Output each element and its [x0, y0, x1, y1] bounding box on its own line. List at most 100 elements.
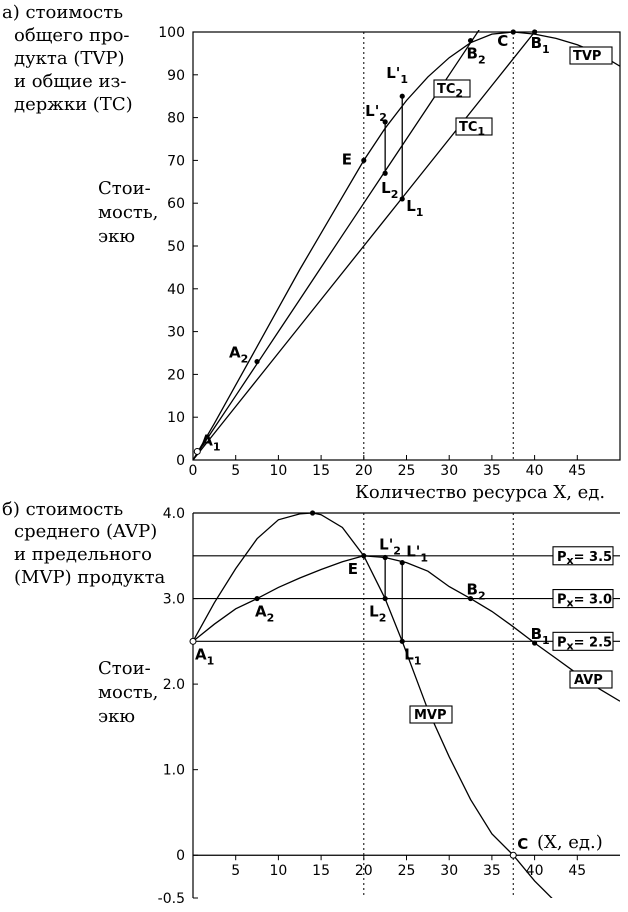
point-b-label-e: E: [348, 560, 358, 578]
price-label-1: Px= 3.5: [557, 550, 612, 567]
panel-b-ylabel-line-1: Стои-: [98, 658, 151, 679]
legend-box-tc1: [455, 117, 493, 136]
point-b-lprime1-marker: [399, 560, 405, 566]
y-tick-label-a: 40: [167, 282, 185, 298]
point-b-label-b1: B1: [531, 625, 550, 647]
legend-box-avp: [569, 670, 613, 689]
point-l1-marker: [399, 196, 405, 202]
point-b-label-c-letter: C: [517, 835, 528, 853]
y-tick-label-a: 30: [167, 325, 185, 341]
panel-a-title-line-2: общего про-: [14, 25, 130, 46]
panel-b-ylabel-line-3: экю: [98, 706, 135, 727]
point-b-label-lprime2-subscript: 2: [393, 544, 401, 557]
point-b-b2-marker: [467, 595, 474, 602]
y-tick-label-a: 60: [167, 196, 185, 212]
panel-a-title-line-3: дукта (TVP): [14, 48, 125, 69]
y-tick-label-b: 4.0: [163, 506, 185, 522]
y-tick-label-a: 10: [167, 410, 185, 426]
point-label-b1-letter: B: [531, 34, 542, 52]
y-tick-label-b: 0: [176, 848, 185, 864]
panel-a-ylabel-line-1: Стои-: [98, 178, 151, 199]
point-label-l2: L2: [381, 179, 398, 201]
point-b-label-l2: L2: [369, 603, 386, 625]
price-label-subscript: x: [567, 639, 574, 652]
y-tick-label-a: 80: [167, 111, 185, 127]
point-b-label-lprime2-letter: L': [379, 535, 393, 553]
x-tick-label-a: 40: [526, 463, 544, 479]
x-tick-label-a: 20: [355, 463, 373, 479]
legend-box-mvp: [409, 705, 453, 724]
point-b-label-a1-subscript: 1: [207, 654, 215, 667]
y-tick-label-a: 50: [167, 239, 185, 255]
xlabel-bg-b: [533, 832, 623, 852]
x-tick-label-b: 30: [440, 863, 458, 879]
x-tick-label-a: 5: [231, 463, 240, 479]
point-label-c: C: [497, 32, 508, 50]
point-label-a1: A1: [201, 431, 220, 453]
point-label-lprime2-letter: L': [365, 102, 379, 120]
point-b-label-c: C: [517, 835, 528, 853]
x-tick-label-b: 15: [312, 863, 330, 879]
point-b-label-l1: L1: [404, 645, 421, 667]
price-label-subscript: x: [567, 554, 574, 567]
panel-a-ylabel-line-2: мость,: [98, 202, 158, 223]
point-label-b2: B2: [467, 45, 486, 67]
point-b-label-b1-letter: B: [531, 625, 542, 643]
panel-b-title-line-2: среднего (AVP): [14, 521, 157, 542]
point-b-label-lprime2: L'2: [379, 535, 401, 557]
point-label-a1-letter: A: [201, 431, 213, 449]
point-b1-marker: [532, 29, 538, 35]
point-label-a2: A2: [229, 344, 248, 366]
legend-label-main: TC: [459, 120, 477, 135]
point-b-label-l1-subscript: 1: [414, 654, 422, 667]
point-b-label-lprime1: L'1: [406, 543, 428, 565]
point-label-l1: L1: [406, 197, 423, 219]
y-tick-label-b: -0.5: [158, 891, 185, 907]
y-tick-label-b: 1.0: [163, 763, 185, 779]
price-box-2: [552, 589, 614, 609]
point-lprime2-marker: [382, 119, 388, 125]
panel-b-title-line-4: (MVP) продукта: [14, 567, 166, 588]
point-label-b1: B1: [531, 34, 550, 56]
x-tick-label-a: 30: [440, 463, 458, 479]
point-label-b2-subscript: 2: [478, 54, 486, 67]
panel-b-ylabel-line-2: мость,: [98, 682, 158, 703]
y-tick-label-a: 0: [176, 453, 185, 469]
point-lprime1-marker: [399, 93, 405, 99]
point-b-l1-marker: [399, 638, 405, 644]
x-tick-label-a: 10: [269, 463, 287, 479]
series-tvp-line: [193, 31, 620, 460]
price-box-3: [552, 631, 614, 651]
point-label-c-letter: C: [497, 32, 508, 50]
point-label-a2-subscript: 2: [241, 353, 249, 366]
legend-label-tc1: TC1: [459, 120, 485, 138]
x-tick-label-b: 45: [568, 863, 586, 879]
point-b-label-a1: A1: [195, 645, 214, 667]
point-b-label-b1-subscript: 1: [542, 634, 550, 647]
price-label-2: Px= 3.0: [557, 593, 612, 610]
y-tick-label-b: 2.0: [163, 677, 185, 693]
legend-label-avp: AVP: [574, 673, 603, 688]
point-b-label-a2: A2: [255, 603, 274, 625]
point-label-b1-subscript: 1: [542, 43, 550, 56]
legend-label-tc2: TC2: [437, 82, 463, 100]
panel-a-title-line-5: держки (TC): [14, 94, 133, 115]
y-tick-label-a: 100: [158, 25, 185, 41]
point-label-lprime1: L'1: [386, 64, 408, 86]
point-label-l2-letter: L: [381, 179, 391, 197]
panel-a-title-line-1: а) стоимость: [2, 2, 123, 23]
point-label-lprime2: L'2: [365, 102, 387, 124]
panel-a-title-line-4: и общие из-: [14, 71, 126, 92]
point-b-label-a2-letter: A: [255, 603, 267, 621]
point-label-l1-subscript: 1: [416, 206, 424, 219]
point-b-label-b2-subscript: 2: [478, 590, 486, 603]
y-tick-label-a: 70: [167, 153, 185, 169]
point-b2-marker: [467, 37, 474, 44]
point-label-lprime1-letter: L': [386, 64, 400, 82]
point-label-e: E: [342, 150, 352, 168]
x-tick-label-b: 35: [483, 863, 501, 879]
y-tick-label-b: 3.0: [163, 592, 185, 608]
legend-label-sub: 2: [455, 87, 463, 100]
point-b-label-a2-subscript: 2: [267, 612, 275, 625]
